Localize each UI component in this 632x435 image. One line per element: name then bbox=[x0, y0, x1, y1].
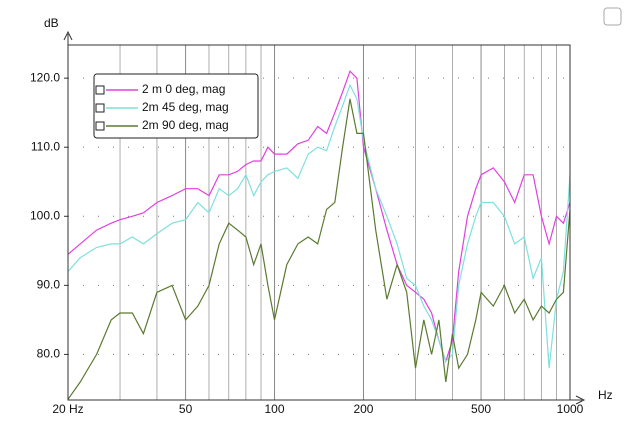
legend: 2 m 0 deg, mag 2m 45 deg, mag 2m 90 deg, m… bbox=[93, 73, 259, 139]
plot-frame bbox=[67, 44, 571, 401]
y-tick-label: 110.0 bbox=[31, 139, 60, 153]
y-tick-label: 100.0 bbox=[30, 208, 60, 222]
series-line bbox=[67, 83, 571, 369]
x-tick-label: 100 bbox=[265, 402, 285, 416]
legend-label: 2m 45 deg, mag bbox=[142, 100, 229, 114]
x-tick-label: 20 Hz bbox=[52, 402, 83, 416]
x-axis-label: Hz bbox=[598, 388, 613, 402]
series-line bbox=[67, 98, 571, 400]
x-tick-label: 1000 bbox=[557, 402, 584, 416]
legend-checkbox bbox=[95, 85, 105, 95]
legend-label: 2m 90 deg, mag bbox=[142, 118, 229, 132]
y-axis-label: dB bbox=[44, 16, 59, 30]
y-tick-label: 120.0 bbox=[30, 70, 60, 84]
x-tick-label: 200 bbox=[353, 402, 373, 416]
x-arrow bbox=[570, 395, 586, 405]
legend-label: 2 m 0 deg, mag bbox=[142, 82, 225, 96]
y-tick-label: 90.0 bbox=[37, 278, 61, 292]
legend-checkbox bbox=[95, 103, 105, 113]
x-tick-label: 50 bbox=[179, 402, 193, 416]
legend-checkbox bbox=[95, 121, 105, 131]
y-arrow bbox=[63, 30, 73, 45]
plot-lines bbox=[67, 70, 571, 400]
series-line bbox=[67, 70, 571, 364]
toggle-box[interactable] bbox=[603, 7, 622, 26]
x-tick-label: 500 bbox=[471, 402, 491, 416]
y-tick-label: 80.0 bbox=[37, 347, 61, 361]
